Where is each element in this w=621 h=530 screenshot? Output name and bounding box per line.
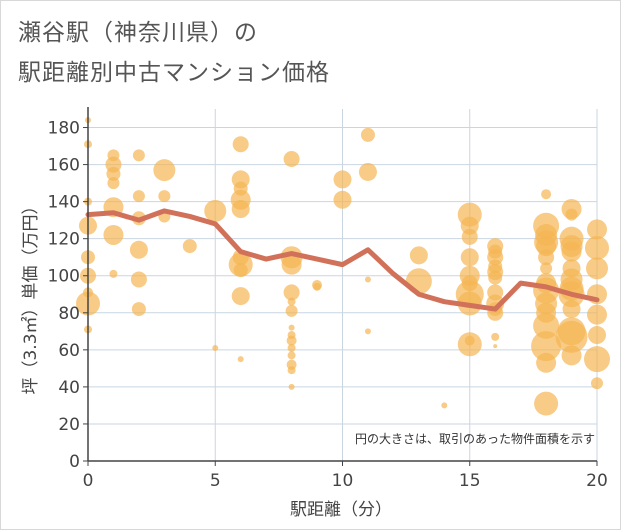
data-bubble bbox=[132, 149, 145, 162]
data-bubble bbox=[231, 287, 250, 306]
y-tick-label: 140 bbox=[48, 193, 80, 213]
data-bubble bbox=[103, 224, 124, 245]
data-bubble bbox=[405, 268, 432, 295]
data-bubble bbox=[182, 239, 197, 254]
data-bubble bbox=[541, 189, 552, 200]
data-bubble bbox=[333, 170, 352, 189]
size-annotation: 円の大きさは、取引のあった物件面積を示す bbox=[355, 431, 595, 446]
data-bubble bbox=[333, 190, 352, 209]
y-tick-label: 40 bbox=[58, 378, 80, 398]
y-tick-label: 60 bbox=[58, 341, 80, 361]
data-bubble bbox=[129, 240, 148, 259]
data-bubble bbox=[109, 269, 118, 278]
data-bubble bbox=[585, 235, 609, 260]
data-bubble bbox=[587, 219, 607, 240]
data-bubble bbox=[158, 190, 171, 203]
data-bubble bbox=[287, 351, 296, 360]
data-bubble bbox=[287, 343, 296, 352]
data-bubble bbox=[531, 331, 562, 362]
chart-title-line2: 駅距離別中古マンション価格 bbox=[18, 60, 330, 86]
data-bubble bbox=[288, 383, 295, 390]
data-bubble bbox=[460, 216, 479, 235]
data-bubble bbox=[283, 151, 300, 168]
data-bubble bbox=[131, 302, 146, 317]
data-bubble bbox=[461, 228, 478, 245]
data-bubble bbox=[565, 208, 578, 221]
data-bubble bbox=[588, 326, 606, 345]
data-bubble bbox=[313, 282, 322, 291]
x-tick-label: 15 bbox=[459, 471, 481, 491]
data-bubble bbox=[587, 304, 607, 325]
trend-line bbox=[85, 208, 600, 312]
data-bubble bbox=[488, 270, 503, 285]
data-bubble bbox=[204, 199, 227, 222]
data-bubble bbox=[360, 127, 375, 142]
x-axis-label: 駅距離（分） bbox=[290, 500, 392, 520]
y-tick-label: 100 bbox=[48, 267, 80, 287]
data-bubble bbox=[358, 162, 377, 181]
trend-series bbox=[85, 208, 600, 312]
chart-title-line1: 瀬谷駅（神奈川県）の bbox=[18, 20, 258, 46]
data-bubble bbox=[540, 262, 553, 275]
data-bubble bbox=[107, 177, 120, 190]
data-bubble bbox=[132, 190, 145, 203]
data-bubble bbox=[212, 344, 219, 351]
data-bubble bbox=[586, 257, 608, 280]
x-tick-label: 5 bbox=[210, 471, 221, 491]
data-bubble bbox=[561, 241, 582, 262]
data-bubble bbox=[584, 346, 610, 373]
data-bubble bbox=[283, 284, 300, 301]
data-bubble bbox=[534, 391, 559, 416]
data-bubble bbox=[288, 324, 295, 331]
y-tick-label: 180 bbox=[48, 119, 80, 139]
data-bubble bbox=[536, 352, 557, 373]
bubble-series bbox=[76, 117, 610, 416]
data-bubble bbox=[561, 345, 582, 366]
data-bubble bbox=[364, 276, 371, 283]
data-bubble bbox=[106, 166, 121, 181]
data-bubble bbox=[153, 159, 176, 182]
y-tick-label: 120 bbox=[48, 230, 80, 250]
data-bubble bbox=[441, 402, 448, 409]
data-bubble bbox=[237, 356, 244, 363]
data-bubble bbox=[533, 312, 560, 339]
y-tick-label: 80 bbox=[58, 304, 80, 324]
data-bubble bbox=[562, 300, 581, 319]
data-bubble bbox=[281, 254, 302, 275]
data-bubble bbox=[364, 328, 371, 335]
x-tick-label: 10 bbox=[332, 471, 354, 491]
y-tick-label: 20 bbox=[58, 415, 80, 435]
data-bubble bbox=[286, 335, 297, 346]
y-tick-label: 160 bbox=[48, 156, 80, 176]
y-tick-label: 0 bbox=[69, 452, 80, 472]
y-axis-label: 坪（3.3㎡）単価（万円） bbox=[21, 197, 41, 394]
data-bubble bbox=[538, 249, 555, 266]
data-bubble bbox=[231, 200, 250, 219]
data-bubble bbox=[130, 271, 147, 288]
x-tick-label: 20 bbox=[586, 471, 608, 491]
x-tick-label: 0 bbox=[83, 471, 94, 491]
data-bubble bbox=[591, 377, 603, 390]
data-bubble bbox=[457, 332, 482, 357]
data-bubble bbox=[232, 136, 249, 153]
data-bubble bbox=[555, 320, 588, 353]
axes: 0 20 40 60 80 100 120 140 160 180 0 5 10 15 20 bbox=[48, 107, 608, 491]
data-bubble bbox=[287, 366, 296, 375]
data-bubble bbox=[491, 332, 500, 341]
data-bubble bbox=[409, 246, 428, 265]
data-bubble bbox=[233, 263, 248, 278]
data-bubble bbox=[493, 344, 498, 349]
data-bubble bbox=[285, 304, 298, 317]
data-bubble bbox=[287, 297, 296, 306]
data-bubble bbox=[460, 248, 479, 267]
